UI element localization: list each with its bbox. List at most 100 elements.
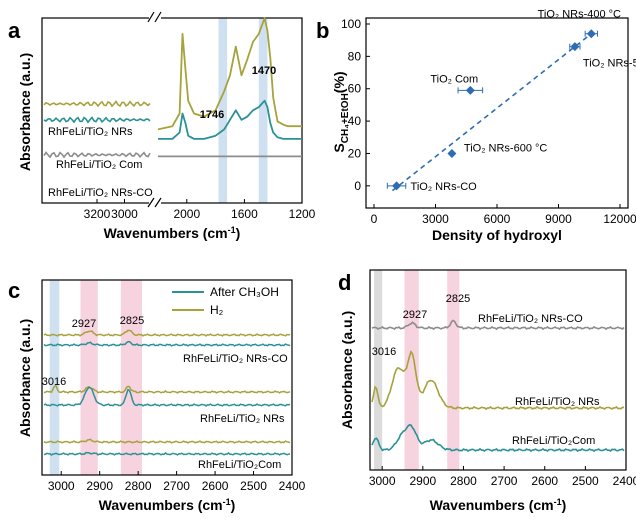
x-tick-label: 2400: [613, 474, 636, 488]
peak-label: 2927: [403, 309, 427, 321]
sample-label: RhFeLi/TiO₂ NRs-CO: [183, 353, 288, 365]
spectrum-line: [371, 350, 625, 411]
series-label: RhFeLi/TiO₂ NRs-CO: [48, 187, 153, 199]
data-point: [586, 29, 596, 39]
x-tick-label: 2400: [279, 479, 306, 493]
highlight-band: [49, 280, 60, 475]
spectrum-line: [43, 340, 291, 347]
series-line-left: [43, 100, 151, 108]
y-axis-label: SCH₄+EtOH(%): [331, 71, 351, 152]
sample-label: RhFeLi/TiO₂Com: [198, 459, 281, 471]
band-group: [374, 270, 460, 470]
panel-label: b: [316, 18, 329, 43]
point-label: TiO₂ NRs-400 °C: [538, 9, 621, 21]
peak-label: 3016: [372, 346, 396, 358]
y-axis-label: Absorbance (a.u.): [339, 311, 355, 429]
point-label: TiO₂ NRs-600 °C: [464, 142, 547, 154]
spectrum-line: [371, 319, 625, 331]
y-axis-label: Absorbance (a.u.): [17, 319, 33, 437]
series-line-right: [158, 99, 302, 140]
y-tick-label: 60: [348, 82, 362, 96]
x-tick-label: 0: [371, 212, 378, 226]
panel-d: 3000 2900 2800 2700 2600 2500 2400 d Absorbanc…: [338, 269, 636, 513]
y-label-sub: CH₄+EtOH: [340, 93, 351, 143]
y-tick-label: 20: [348, 146, 362, 160]
series-label: RhFeLi/TiO₂ Com: [56, 159, 142, 171]
x-tick-label: 3000: [111, 207, 138, 221]
x-tick-label: 3200: [84, 207, 111, 221]
panel-label: c: [8, 278, 20, 303]
peak-label: 3016: [42, 376, 66, 388]
spectrum-line: [43, 385, 291, 394]
tick-group: 3000 2900 2800 2700 2600 2500 2400: [48, 471, 306, 493]
x-axis-label: Wavenumbers (cm-1): [99, 497, 236, 513]
x-tick-label: 3000: [48, 479, 75, 493]
y-tick-label: 100: [341, 17, 361, 31]
y-tick-label: 40: [348, 114, 362, 128]
plot-frame: [41, 17, 303, 204]
highlight-band: [258, 18, 268, 203]
x-tick-label: 2700: [163, 479, 190, 493]
sample-label: RhFeLi/TiO₂ NRs-CO: [478, 313, 583, 325]
series-line-right: [157, 17, 302, 131]
x-tick-label: 6000: [484, 212, 511, 226]
x-axis-label: Wavenumbers (cm-1): [430, 497, 567, 513]
series-group: [371, 319, 625, 453]
sample-label: RhFeLi/TiO₂ NRs: [200, 413, 285, 425]
legend-label: After CH₃OH: [210, 285, 279, 299]
tick-group: 0 3000 6000 9000 12000 0 20 40 60 80 100: [341, 17, 636, 226]
point-label: TiO₂ NRs-CO: [411, 181, 478, 193]
x-tick-label: 2800: [125, 479, 152, 493]
x-tick-label: 1600: [231, 207, 258, 221]
highlight-band: [404, 270, 419, 470]
band-group: [49, 280, 142, 475]
legend-label: H₂: [210, 303, 224, 317]
highlight-band: [374, 270, 383, 470]
data-point: [570, 42, 580, 52]
point-label: TiO₂ NRs-500 °C: [583, 58, 636, 70]
x-tick-label: 12000: [603, 212, 636, 226]
plot-frame: [369, 269, 627, 471]
peak-label: 2825: [120, 315, 144, 327]
peak-label: 2927: [72, 318, 96, 330]
legend: After CH₃OH H₂: [172, 285, 279, 317]
y-label-unit: (%): [331, 71, 347, 93]
sample-label: RhFeLi/TiO₂ NRs: [515, 396, 600, 408]
series-group: TiO₂ NRs-CO TiO₂ NRs-600 °C TiO₂ Com TiO₂ N…: [386, 9, 636, 193]
peak-label: 1746: [200, 109, 224, 121]
y-tick-label: 0: [354, 179, 361, 193]
data-point: [392, 181, 402, 191]
x-tick-label: 2600: [202, 479, 229, 493]
highlight-band: [80, 280, 98, 475]
x-tick-label: 3000: [422, 212, 449, 226]
point-label: TiO₂ Com: [430, 73, 478, 85]
data-point: [465, 85, 475, 95]
data-point: [447, 148, 457, 158]
series-group: [43, 329, 291, 456]
series-group: [43, 17, 302, 159]
x-tick-label: 2800: [450, 474, 477, 488]
panel-c: 3000 2900 2800 2700 2600 2500 2400 c Absorbanc…: [8, 278, 306, 513]
x-tick-label: 2500: [572, 474, 599, 488]
panel-label: d: [338, 270, 351, 295]
x-tick-label: 9000: [545, 212, 572, 226]
y-tick-label: 80: [348, 49, 362, 63]
x-tick-label: 1200: [289, 207, 316, 221]
peak-label: 1470: [252, 65, 276, 77]
highlight-band: [447, 270, 460, 470]
series-line-left: [43, 116, 151, 124]
spectrum-line: [43, 438, 291, 444]
x-tick-label: 2000: [173, 207, 200, 221]
spectrum-line: [43, 386, 291, 407]
x-tick-label: 2600: [531, 474, 558, 488]
plot-frame: [365, 17, 629, 209]
x-tick-label: 2500: [240, 479, 267, 493]
x-tick-label: 2900: [86, 479, 113, 493]
y-axis-label: Absorbance (a.u.): [17, 53, 33, 171]
spectrum-line: [43, 451, 291, 456]
panel-label: a: [8, 18, 21, 43]
spectrum-line: [371, 424, 625, 453]
series-label: RhFeLi/TiO₂ NRs: [48, 126, 133, 138]
panel-a: 3200 3000 2000 1600 1200 a Absorbance (a.u.)…: [8, 11, 316, 241]
